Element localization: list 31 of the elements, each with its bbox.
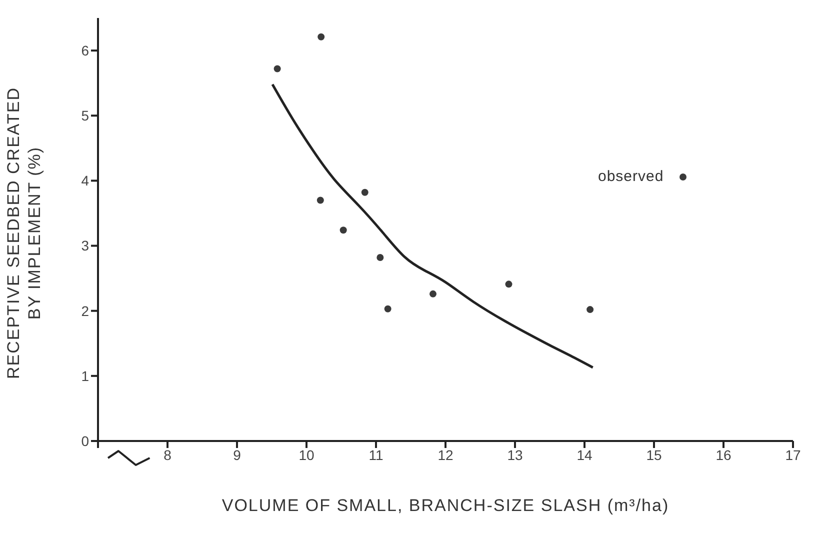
x-tick-label: 12 — [438, 446, 454, 463]
point — [376, 254, 384, 261]
x-tick-label: 9 — [233, 446, 242, 463]
y-tick-label: 4 — [81, 172, 90, 189]
y-tick-label: 2 — [81, 302, 90, 319]
point — [384, 305, 392, 312]
x-tick-label: 11 — [368, 446, 384, 463]
x-tick-label: 10 — [298, 446, 314, 463]
y-tick-label: 1 — [81, 368, 90, 384]
x-axis-title: VOLUME OF SMALL, BRANCH-SIZE SLASH (m³/ha) — [220, 496, 670, 516]
point — [361, 188, 368, 196]
y-tick-label: 0 — [81, 432, 90, 449]
point — [318, 33, 325, 40]
line-series — [271, 83, 594, 369]
x-tick-label: 16 — [716, 446, 732, 463]
x-tick-label: 8 — [164, 446, 172, 463]
point — [274, 65, 281, 72]
x-tick-label: 13 — [507, 446, 523, 463]
point — [586, 306, 594, 314]
x-tick-label: 14 — [576, 446, 592, 463]
point — [316, 196, 324, 204]
y-tick-label: 5 — [81, 108, 90, 124]
x-tick-label: 17 — [785, 446, 801, 463]
y-axis-title: RECEPTIVE SEEDBED CREATED BY IMPLEMENT (%) — [3, 86, 45, 380]
point — [429, 290, 436, 298]
y-tick-label: 3 — [81, 238, 90, 254]
x-tick-label: 15 — [646, 446, 662, 463]
point — [340, 226, 347, 234]
y-tick-label: 6 — [81, 42, 90, 59]
point — [505, 280, 512, 288]
legend-label: observed — [598, 168, 664, 185]
